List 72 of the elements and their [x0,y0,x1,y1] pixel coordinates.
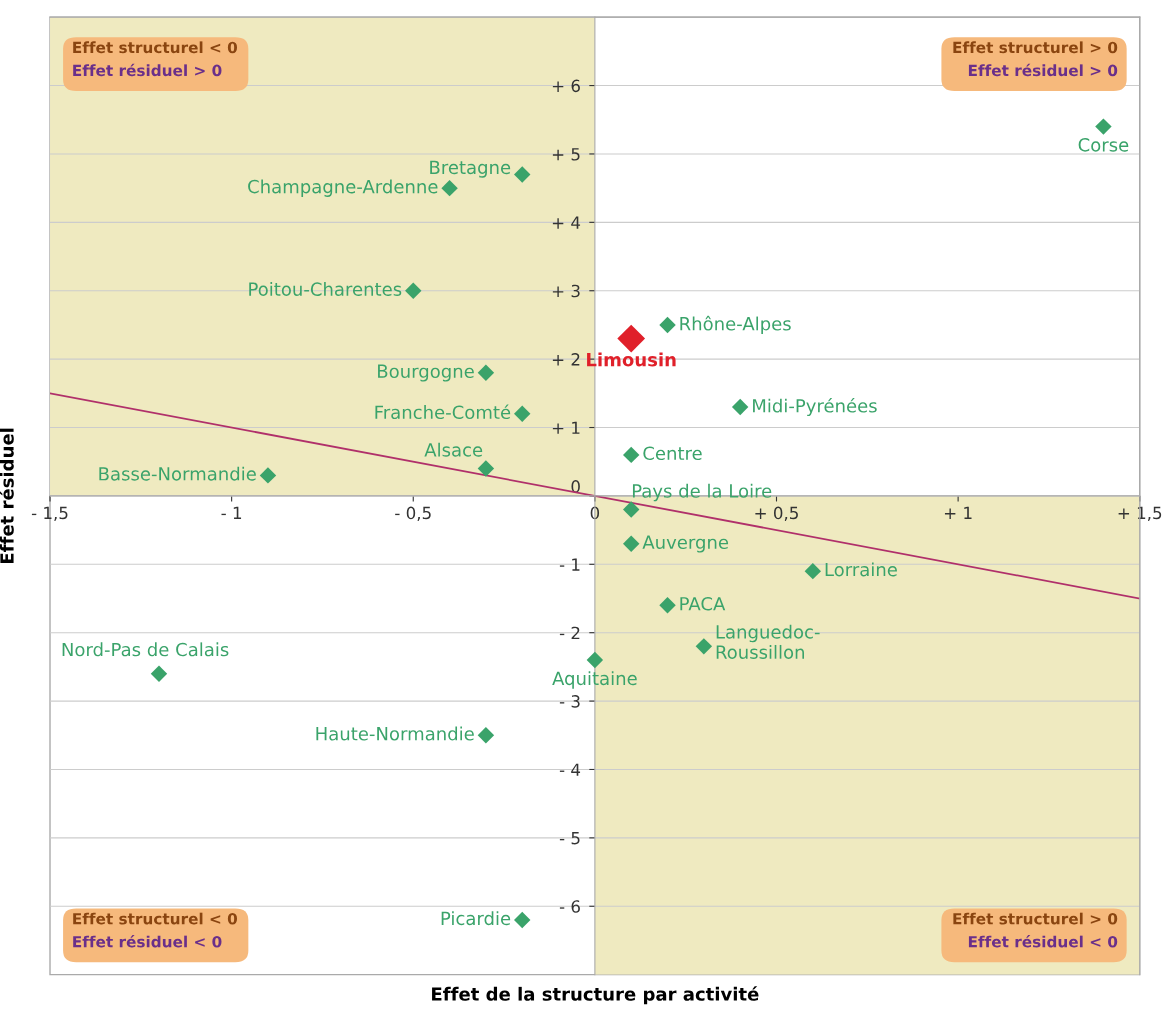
point [150,665,168,682]
series-label: Rhône-Alpes [680,315,791,335]
x-tick-label: + 1,5 [1118,506,1162,521]
annotation: Effet structurel < 0 [73,912,238,925]
point [659,316,676,334]
annotation: Effet résiduel > 0 [968,63,1118,77]
series-label: Aquitaine [552,671,637,689]
x-tick-label: - 0,5 [395,506,431,521]
x-tick-label: + 0,5 [755,506,798,521]
series-label: Limousin [587,352,676,367]
point [405,282,422,299]
x-axis-title: Effet de la structure par activité [432,986,759,1005]
y-tick-label: - 5 [559,832,580,845]
point [514,405,531,423]
point [477,460,495,477]
y-tick-label: + 5 [552,148,580,161]
y-tick-label: - 4 [559,763,581,776]
y-tick-label: 0 [571,480,580,493]
series-label: Franche-Comté [375,404,511,420]
series-label: Basse-Normandie [99,466,256,481]
point [477,727,495,744]
series-label: Midi-Pyrénées [753,397,877,417]
point [1095,118,1112,135]
y-tick-label: + 3 [552,284,580,298]
annotation: Effet structurel > 0 [953,41,1118,54]
series-label: Languedoc- Roussillon [716,624,820,659]
annotation: Effet résiduel < 0 [73,935,222,948]
point [617,324,646,353]
series-label: Corse [1078,138,1129,152]
y-tick-label: - 6 [559,900,580,913]
y-tick-label: + 4 [552,216,581,229]
annotation: Effet résiduel < 0 [968,935,1118,948]
y-tick-label: - 3 [559,695,580,708]
point [622,446,640,464]
x-tick-label: - 1,5 [31,506,68,521]
x-tick-label: 0 [590,506,600,520]
point [441,179,458,197]
x-tick-label: + 1 [944,506,972,519]
y-tick-label: + 6 [552,79,580,93]
y-tick-label: + 2 [552,353,580,366]
point [477,364,495,382]
series-label: Bretagne [430,160,511,178]
annotation: Effet structurel < 0 [73,41,238,54]
point [731,398,749,416]
point [622,535,640,552]
point [514,911,531,929]
annotation: Effet structurel > 0 [953,912,1118,925]
y-axis-title: Effet résiduel [0,428,14,563]
series-label: Centre [643,446,702,461]
series-label: Champagne-Ardenne [248,179,438,197]
series-label: Haute-Normandie [316,726,474,741]
point [259,467,277,484]
series-label: Poitou-Charentes [249,282,402,296]
point [622,501,640,518]
series-label: Bourgogne [378,364,474,382]
series-label: Nord-Pas de Calais [62,642,229,657]
annotation: Effet résiduel > 0 [73,63,222,77]
series-label: Alsace [424,442,483,457]
y-tick-label: + 1 [552,421,580,434]
series-label: Auvergne [642,535,729,553]
point [695,638,713,655]
series-label: PACA [680,596,726,611]
series-label: Lorraine [825,562,897,577]
series-label: Picardie [441,911,511,926]
series-label: Pays de la Loire [632,483,772,502]
x-tick-label: - 1 [221,506,242,519]
point [586,651,604,669]
y-tick-label: - 2 [559,626,580,640]
point [659,597,676,614]
y-tick-label: - 1 [559,558,580,571]
point [804,562,822,580]
point [514,166,531,183]
